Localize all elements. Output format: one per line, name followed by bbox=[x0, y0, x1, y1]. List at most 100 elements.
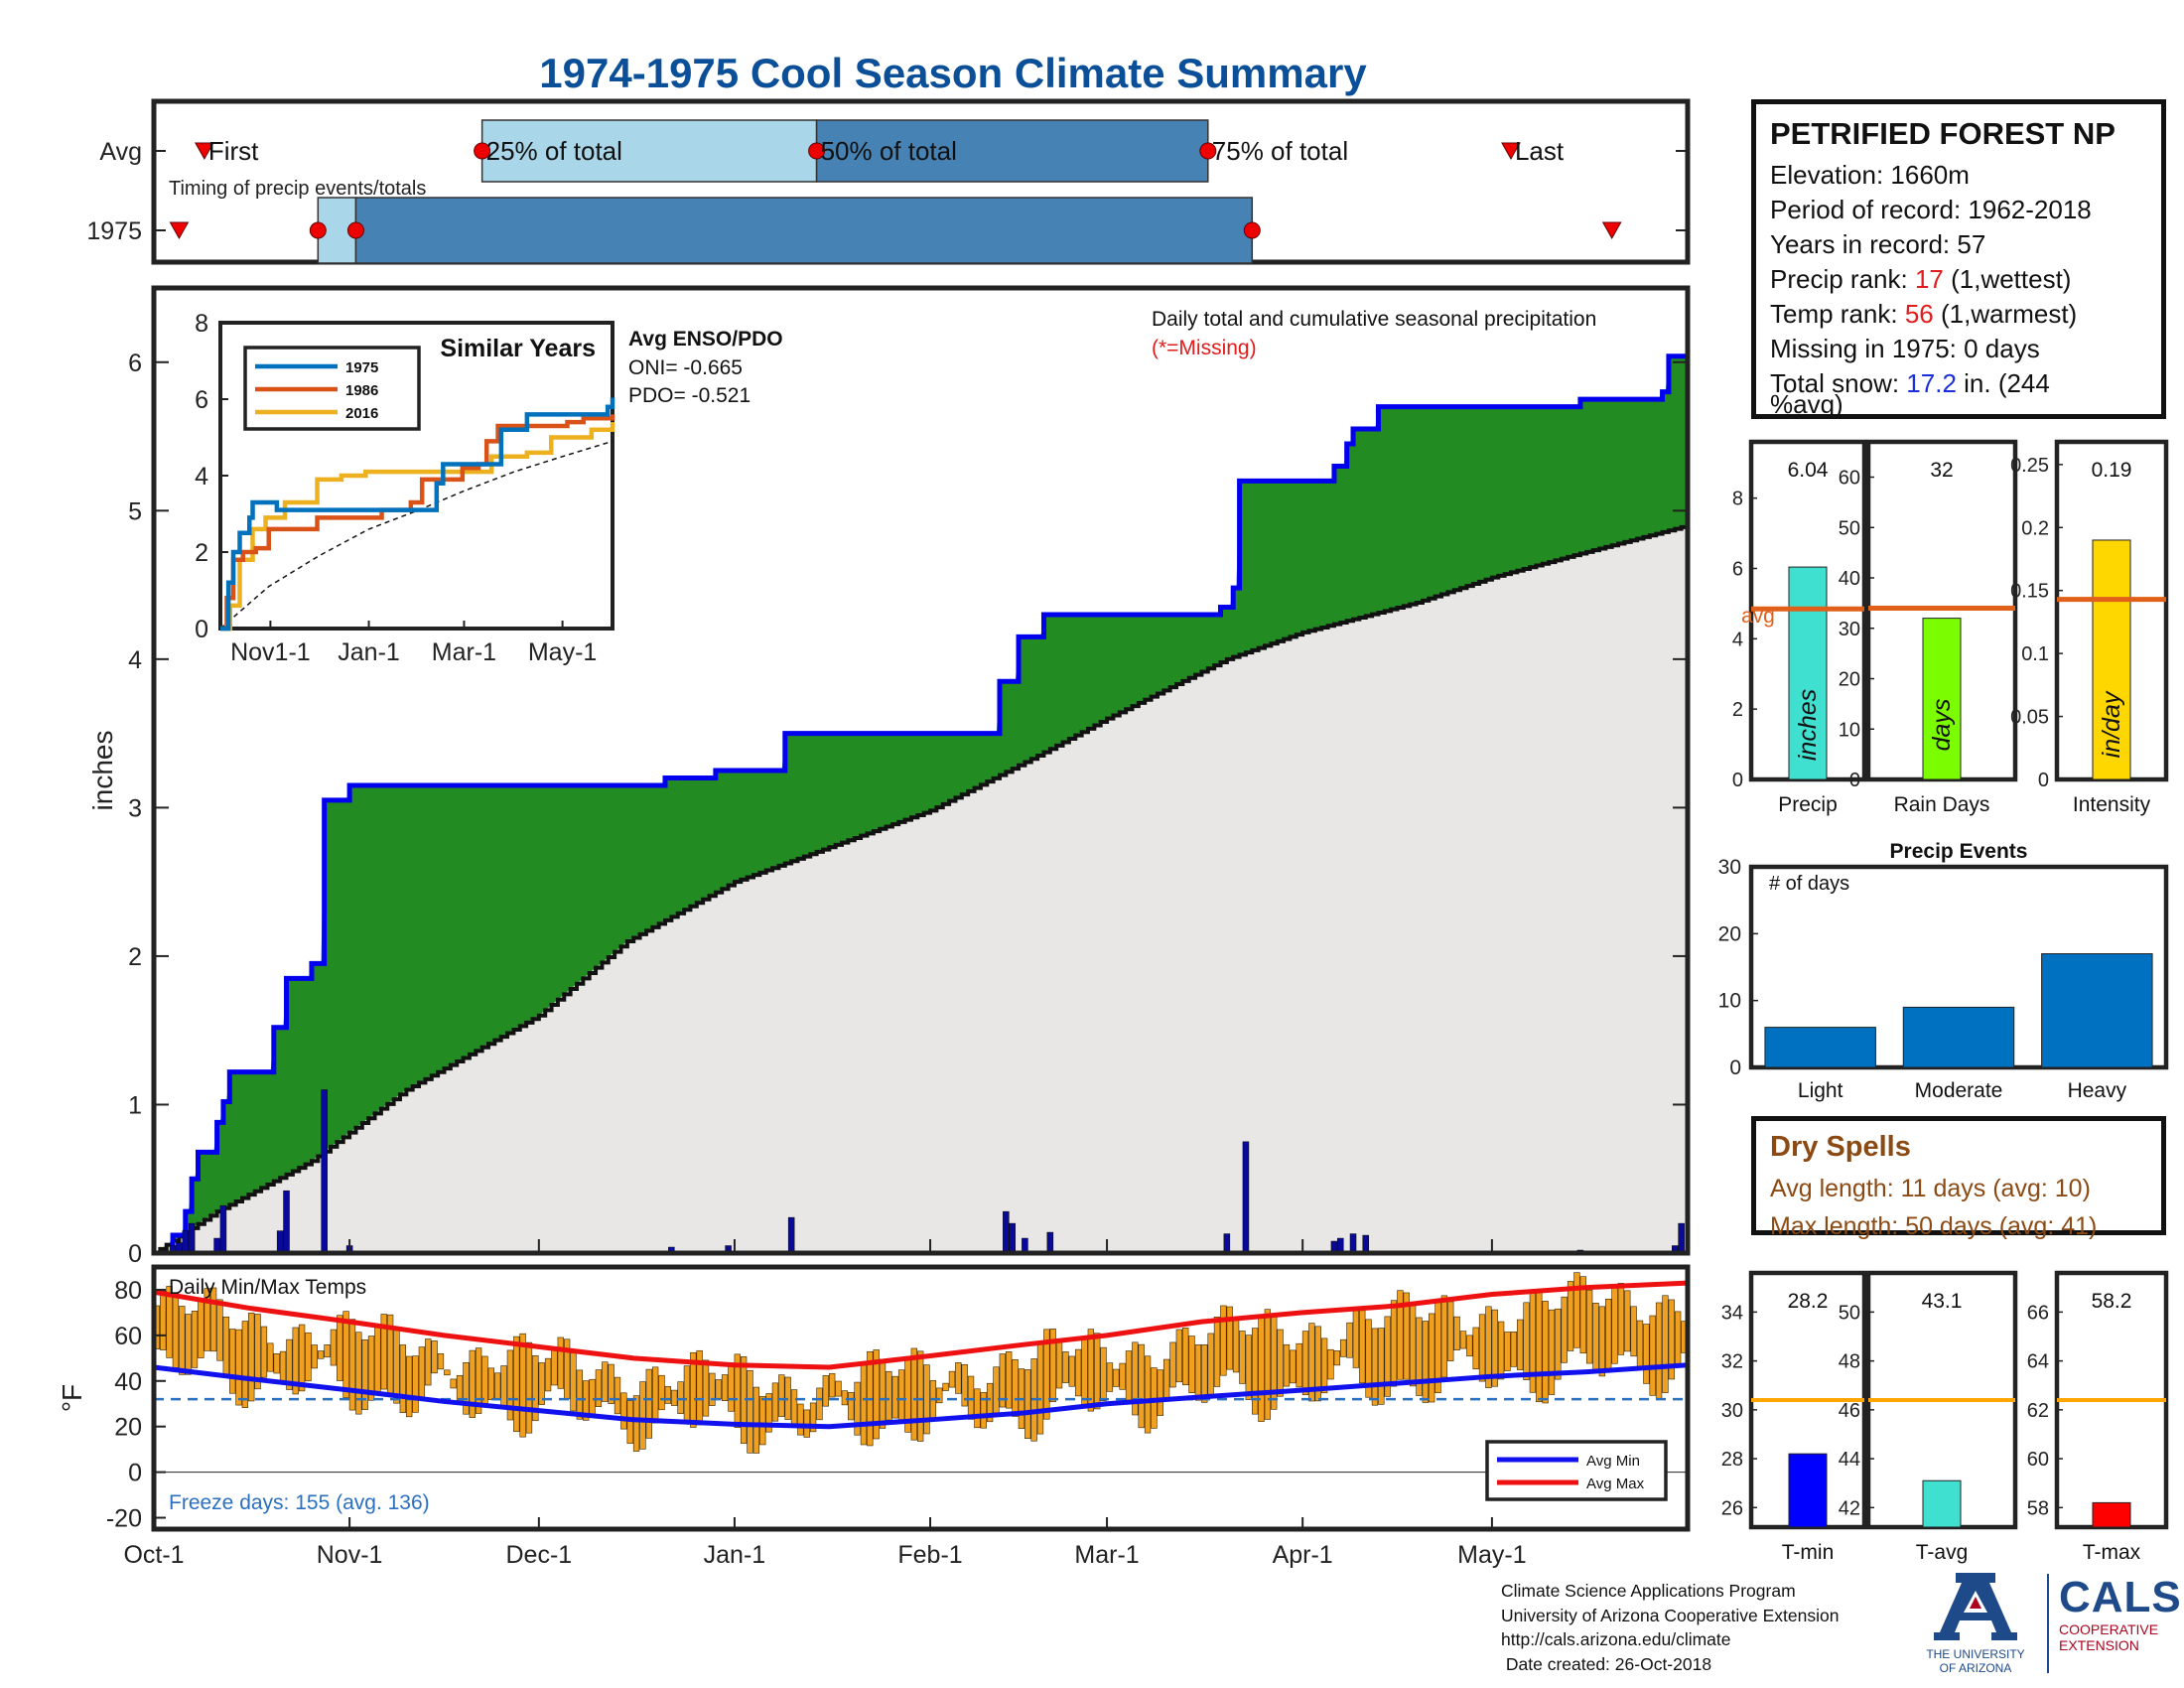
small-panel-tick-label: 8 bbox=[1732, 489, 1743, 510]
events-y-tick-label: 30 bbox=[1718, 856, 1741, 879]
timing-dot-marker bbox=[1243, 221, 1261, 239]
season-totals-panels: 0 2 4 6 8 6.04 Precip inches avg 0 10 20 30 40 50 60 32 R… bbox=[1732, 439, 2169, 816]
timing-bar-50-75 bbox=[354, 197, 1254, 264]
daily-temp-bar bbox=[1320, 1337, 1328, 1394]
timing-marker-label: 25% of total bbox=[486, 136, 622, 166]
daily-temp-bar bbox=[1472, 1327, 1479, 1370]
daily-temp-bar bbox=[191, 1311, 199, 1368]
daily-temp-bar bbox=[1555, 1308, 1562, 1380]
daily-temp-bar bbox=[651, 1366, 659, 1424]
daily-temp-bar bbox=[822, 1375, 829, 1407]
daily-temp-bar bbox=[399, 1344, 406, 1414]
small-panel-label: Precip bbox=[1778, 793, 1838, 816]
daily-temp-bar bbox=[809, 1402, 817, 1433]
daily-precip-bar bbox=[1362, 1234, 1369, 1254]
inset-series-line bbox=[220, 414, 615, 632]
timing-bar-25-50 bbox=[480, 119, 818, 183]
small-panel-tick-label: 0 bbox=[2038, 770, 2049, 791]
daily-temp-bar bbox=[1074, 1348, 1082, 1397]
timing-marker-label: 50% of total bbox=[821, 136, 957, 166]
daily-temp-bar bbox=[683, 1365, 691, 1424]
small-panel-tick-label: 2 bbox=[1732, 699, 1743, 721]
daily-temp-bar bbox=[1585, 1289, 1593, 1364]
timing-subtitle: Timing of precip events/totals bbox=[169, 178, 426, 200]
timing-dot-marker bbox=[1199, 142, 1217, 160]
daily-temp-bar bbox=[1094, 1333, 1101, 1410]
daily-temp-bar bbox=[1024, 1369, 1031, 1440]
daily-temp-bar bbox=[576, 1369, 584, 1420]
daily-temp-bar bbox=[614, 1376, 621, 1415]
daily-temp-bar bbox=[1188, 1336, 1195, 1394]
temp-legend-label: Avg Min bbox=[1586, 1453, 1640, 1470]
small-panel-tick-label: 0 bbox=[1849, 770, 1860, 791]
daily-temp-bar bbox=[500, 1365, 507, 1408]
enso-pdo: PDO= -0.521 bbox=[628, 384, 751, 407]
daily-temp-bar bbox=[248, 1313, 255, 1402]
small-panel-tick-label: 10 bbox=[1839, 719, 1860, 741]
daily-temp-bar bbox=[910, 1347, 917, 1441]
daily-temp-bar bbox=[513, 1336, 520, 1433]
main-y-tick-label: 5 bbox=[128, 497, 142, 525]
daily-precip-bar bbox=[1242, 1141, 1250, 1254]
cals-logo: CALS COOPERATIVE EXTENSION bbox=[2047, 1574, 2184, 1673]
cumulative-1975-line bbox=[154, 353, 1688, 1256]
daily-temp-bar bbox=[1283, 1343, 1291, 1387]
daily-temp-bar bbox=[506, 1349, 514, 1421]
small-panel-tick-label: 58 bbox=[2027, 1497, 2049, 1519]
events-y-tick-label: 20 bbox=[1718, 922, 1741, 945]
daily-temp-bar bbox=[222, 1316, 229, 1377]
daily-temp-bar bbox=[254, 1314, 261, 1390]
small-panel-tick-label: 60 bbox=[1839, 468, 1860, 490]
temp-y-tick-label: -20 bbox=[106, 1505, 142, 1533]
ua-logo-line-2: OF ARIZONA bbox=[1939, 1661, 2012, 1675]
daily-temp-bar bbox=[690, 1351, 697, 1428]
footer-credits: Climate Science Applications Program Uni… bbox=[1501, 1579, 1839, 1676]
x-axis-tick-label: Jan-1 bbox=[704, 1541, 766, 1569]
daily-temp-bar bbox=[1213, 1316, 1221, 1387]
daily-temp-bar bbox=[342, 1311, 349, 1398]
dry-avg-length: Avg length: 11 days (avg: 10) bbox=[1770, 1175, 2091, 1202]
daily-temp-bar bbox=[835, 1380, 842, 1397]
daily-temp-bar bbox=[487, 1367, 494, 1400]
small-panel-tick-label: 62 bbox=[2027, 1400, 2049, 1422]
daily-precip-bar bbox=[188, 1222, 196, 1254]
daily-temp-bar bbox=[1422, 1321, 1429, 1403]
daily-temp-bar bbox=[709, 1372, 716, 1406]
daily-temps-chart: -20 0 20 40 60 80 °F Daily Min/Max Temps Freeze … bbox=[57, 1264, 1691, 1569]
daily-temp-bar bbox=[1232, 1318, 1240, 1373]
daily-temp-bar bbox=[209, 1287, 217, 1352]
x-axis-tick-label: Nov-1 bbox=[317, 1541, 383, 1569]
inset-x-tick-label: Jan-1 bbox=[338, 638, 400, 666]
daily-temp-bar bbox=[1536, 1291, 1543, 1403]
daily-temp-bar bbox=[790, 1389, 798, 1428]
daily-temp-bar bbox=[425, 1338, 432, 1386]
small-panel-tick-label: 40 bbox=[1839, 568, 1860, 590]
daily-temp-bar bbox=[1573, 1272, 1580, 1348]
daily-precip-bar bbox=[1678, 1222, 1685, 1254]
small-panel-tick-label: 50 bbox=[1839, 517, 1860, 539]
small-panel-label: T-min bbox=[1782, 1541, 1835, 1564]
events-bar bbox=[1902, 1006, 2015, 1068]
precip-rank-label: Precip rank: bbox=[1770, 264, 1915, 294]
daily-temp-bar bbox=[1220, 1305, 1227, 1376]
daily-temp-bar bbox=[337, 1315, 343, 1381]
daily-temp-bar bbox=[393, 1327, 400, 1404]
daily-temp-bar bbox=[292, 1327, 299, 1395]
temp-rank-note: (1,warmest) bbox=[1933, 299, 2078, 329]
timing-marker-label: First bbox=[208, 136, 259, 166]
main-annotation: Daily total and cumulative seasonal prec… bbox=[1152, 308, 1596, 331]
daily-temp-bar bbox=[1649, 1315, 1656, 1396]
daily-temp-bar bbox=[848, 1392, 855, 1421]
main-y-tick-label: 1 bbox=[128, 1091, 142, 1119]
small-panel-tick-label: 26 bbox=[1721, 1497, 1743, 1519]
daily-temp-bar bbox=[1643, 1324, 1650, 1384]
small-panel-bar bbox=[1922, 1479, 1962, 1528]
daily-temp-bar bbox=[1055, 1338, 1063, 1389]
station-period: Period of record: 1962-2018 bbox=[1770, 195, 2092, 224]
daily-precip-bar bbox=[1223, 1233, 1231, 1254]
footer-line-3: http://cals.arizona.edu/climate bbox=[1501, 1629, 1731, 1649]
daily-temp-bar bbox=[602, 1361, 609, 1402]
daily-temp-bar bbox=[645, 1368, 652, 1439]
